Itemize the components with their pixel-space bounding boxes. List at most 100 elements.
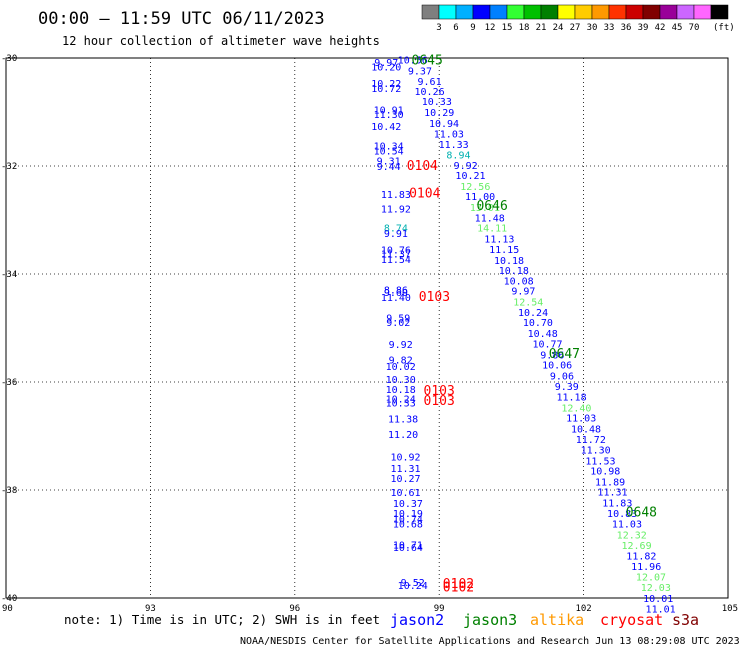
wave-height-value: 11.31 bbox=[597, 488, 627, 499]
x-tick-label: 105 bbox=[722, 604, 738, 614]
colorbar-label: 9 bbox=[470, 23, 475, 33]
wave-height-value: 10.20 bbox=[371, 63, 401, 74]
wave-height-value: 10.70 bbox=[523, 318, 553, 329]
wave-height-value: 12.07 bbox=[636, 572, 666, 583]
colorbar-unit: (ft) bbox=[713, 23, 735, 33]
pass-label: 0647 bbox=[549, 347, 580, 362]
wave-height-value: 9.92 bbox=[454, 161, 478, 172]
wave-height-value: 9.61 bbox=[418, 77, 442, 88]
wave-height-value: 11.13 bbox=[484, 234, 514, 245]
wave-height-value: 10.24 bbox=[398, 581, 428, 592]
y-tick-label: -38 bbox=[1, 486, 17, 496]
wave-height-value: 9.60 bbox=[384, 288, 408, 299]
wave-height-value: 9.52 bbox=[401, 578, 425, 589]
wave-height-value: 10.26 bbox=[415, 87, 445, 98]
wave-height-value: 11.83 bbox=[381, 190, 411, 201]
x-tick-label: 93 bbox=[145, 604, 156, 614]
wave-height-value: 10.61 bbox=[390, 488, 420, 499]
colorbar-swatch bbox=[455, 4, 474, 20]
legend-item: jason2 bbox=[390, 611, 444, 629]
note-text: note: 1) Time is in UTC; 2) SWH is in fe… bbox=[64, 612, 380, 627]
colorbar-label: 6 bbox=[453, 23, 458, 33]
wave-height-value: 10.21 bbox=[455, 171, 485, 182]
colorbar-label: 45 bbox=[672, 23, 683, 33]
y-tick-label: -36 bbox=[1, 378, 17, 388]
colorbar-label: 42 bbox=[655, 23, 666, 33]
pass-label: 0103 bbox=[424, 384, 455, 399]
pass-label: 0104 bbox=[409, 186, 440, 201]
axis-ticks: 90 93 96 99 102 105 -30 -32 -34 -36 -38 -40 bbox=[1, 54, 738, 614]
chart-subtitle: 12 hour collection of altimeter wave hei… bbox=[62, 34, 380, 48]
wave-height-value: 11.83 bbox=[602, 498, 632, 509]
y-tick-label: -32 bbox=[1, 162, 17, 172]
colorbar-swatch bbox=[574, 4, 593, 20]
wave-height-value: 9.06 bbox=[550, 372, 574, 383]
colorbar-swatch bbox=[659, 4, 678, 20]
wave-height-value: 10.68 bbox=[393, 519, 423, 530]
wave-height-value: 13.01 bbox=[470, 203, 500, 214]
colorbar-swatch bbox=[608, 4, 627, 20]
wave-height-values: 9.9710.2010.2210.7210.9111.3010.4210.341… bbox=[371, 56, 675, 616]
wave-height-value: 11.53 bbox=[585, 456, 615, 467]
wave-height-value: 11.38 bbox=[388, 415, 418, 426]
wave-height-value: 11.89 bbox=[595, 477, 625, 488]
wave-height-value: 10.83 bbox=[607, 509, 637, 520]
legend-item: jason3 bbox=[463, 611, 517, 629]
wave-height-value: 10.77 bbox=[532, 340, 562, 351]
wave-height-value: 11.01 bbox=[646, 604, 676, 615]
wave-height-value: 10.92 bbox=[390, 453, 420, 464]
legend-item: cryosat bbox=[600, 611, 663, 629]
pass-labels: 0645010401040646010306470103010306480102… bbox=[407, 54, 657, 596]
colorbar-label: 18 bbox=[519, 23, 530, 33]
wave-height-value: 10.91 bbox=[374, 105, 404, 116]
colorbar-label: 36 bbox=[621, 23, 632, 33]
wave-height-value: 11.96 bbox=[631, 562, 661, 573]
wave-height-value: 11.03 bbox=[434, 130, 464, 141]
chart-title: 00:00 – 11:59 UTC 06/11/2023 bbox=[38, 9, 325, 29]
wave-height-value: 10.37 bbox=[393, 499, 423, 510]
wave-height-value: 11.30 bbox=[374, 110, 404, 121]
y-tick-label: -34 bbox=[1, 270, 17, 280]
wave-height-value: 12.40 bbox=[561, 403, 591, 414]
wave-height-value: 10.48 bbox=[528, 329, 558, 340]
wave-height-value: 14.11 bbox=[477, 224, 507, 235]
pass-label: 0646 bbox=[476, 199, 507, 214]
wave-height-value: 10.27 bbox=[390, 474, 420, 485]
wave-height-value: 10.34 bbox=[374, 141, 404, 152]
y-tick-label: -40 bbox=[1, 594, 17, 604]
colorbar-label: 3 bbox=[436, 23, 441, 33]
wave-height-value: 10.64 bbox=[393, 543, 423, 554]
wave-height-value: 11.37 bbox=[381, 249, 411, 260]
wave-height-value: 11.54 bbox=[381, 255, 411, 266]
wave-height-value: 10.33 bbox=[422, 97, 452, 108]
wave-height-value: 9.82 bbox=[389, 355, 413, 366]
colorbar-swatch bbox=[540, 4, 559, 20]
wave-height-value: 11.20 bbox=[388, 430, 418, 441]
pass-label: 0104 bbox=[407, 159, 438, 174]
wave-height-value: 10.33 bbox=[386, 399, 416, 410]
colorbar-swatch bbox=[421, 4, 440, 20]
wave-height-value: 9.91 bbox=[384, 229, 408, 240]
y-tick-label: -30 bbox=[1, 54, 17, 64]
wave-height-value: 10.56 bbox=[398, 56, 428, 67]
wave-height-value: 9.92 bbox=[389, 340, 413, 351]
colorbar-label: 21 bbox=[536, 23, 547, 33]
wave-height-value: 10.08 bbox=[504, 276, 534, 287]
wave-height-value: 10.98 bbox=[590, 467, 620, 478]
colorbar-label: 39 bbox=[638, 23, 649, 33]
colorbar-label: 12 bbox=[485, 23, 496, 33]
wave-height-value: 11.03 bbox=[566, 414, 596, 425]
wave-height-value: 10.74 bbox=[393, 515, 423, 526]
colorbar-swatch bbox=[557, 4, 576, 20]
colorbar-swatch bbox=[489, 4, 508, 20]
wave-height-value: 10.54 bbox=[374, 146, 404, 157]
colorbar-label: 27 bbox=[570, 23, 581, 33]
colorbar-swatch bbox=[472, 4, 491, 20]
wave-height-value: 8.94 bbox=[446, 151, 470, 162]
colorbar-swatch bbox=[591, 4, 610, 20]
colorbar-label: 30 bbox=[587, 23, 598, 33]
wave-height-value: 10.30 bbox=[386, 375, 416, 386]
colorbar-label: 24 bbox=[553, 23, 564, 33]
wave-height-value: 10.06 bbox=[542, 361, 572, 372]
